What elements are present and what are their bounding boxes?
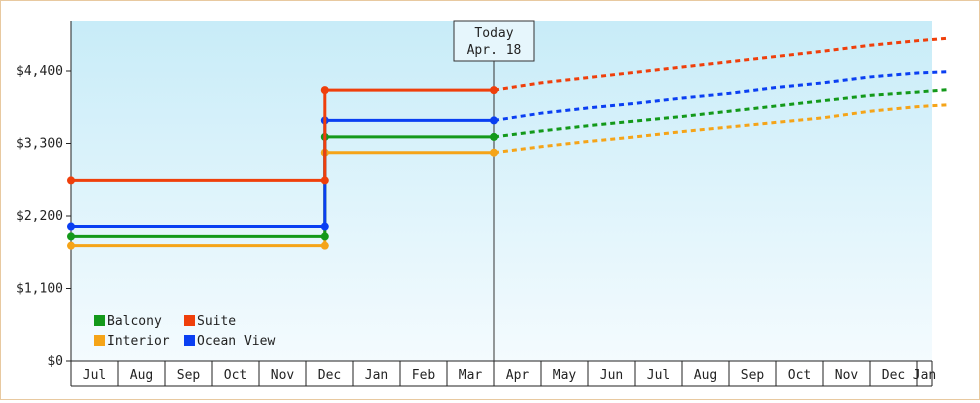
x-tick-label: Jun <box>600 368 623 383</box>
legend-swatch-ocean-view <box>184 335 195 346</box>
x-tick-label: Dec <box>882 368 905 383</box>
legend-label-interior: Interior <box>107 334 170 349</box>
y-tick-label: $1,100 <box>16 282 63 297</box>
legend-swatch-balcony <box>94 315 105 326</box>
x-tick-label: Nov <box>835 368 859 383</box>
x-tick-label: May <box>553 368 577 383</box>
x-tick-label: Jul <box>83 368 106 383</box>
x-tick-label: Nov <box>271 368 295 383</box>
x-tick-label: Sep <box>741 368 765 383</box>
series-forecast-line-balcony <box>493 87 951 139</box>
data-point-balcony <box>320 232 329 241</box>
x-tick-label: Oct <box>788 368 811 383</box>
data-point-suite <box>320 86 329 95</box>
x-tick-label: Jan <box>365 368 388 383</box>
x-tick-label: Aug <box>130 368 153 383</box>
series-line-suite <box>71 88 494 182</box>
plot-area <box>71 21 932 361</box>
x-tick-label: Sep <box>177 368 201 383</box>
data-point-interior <box>67 241 75 250</box>
today-label-box <box>453 20 535 62</box>
x-tick-label: Jan <box>913 368 936 383</box>
y-tick-label: $0 <box>47 354 63 369</box>
y-tick-label: $3,300 <box>16 137 63 152</box>
data-point-balcony <box>490 132 498 141</box>
data-point-ocean-view <box>67 222 75 231</box>
data-point-suite <box>67 176 75 185</box>
data-point-suite <box>320 176 329 185</box>
x-tick-label: Mar <box>459 368 483 383</box>
data-point-suite <box>490 86 498 95</box>
legend-label-ocean-view: Ocean View <box>197 334 275 349</box>
series-forecast-line-interior <box>493 103 950 155</box>
x-tick-label: Oct <box>224 368 247 383</box>
data-point-balcony <box>67 232 75 241</box>
x-tick-label: Feb <box>412 368 436 383</box>
x-tick-label: Apr <box>506 368 530 383</box>
x-tick-label: Jul <box>647 368 670 383</box>
today-date-label: Apr. 18 <box>467 43 522 58</box>
series-layer <box>67 36 951 250</box>
y-tick-label: $4,400 <box>16 64 63 79</box>
legend-swatch-suite <box>184 315 195 326</box>
legend-label-balcony: Balcony <box>107 314 162 329</box>
legend: Balcony Suite Interior Ocean View <box>94 314 275 349</box>
x-axis: Jul Aug Sep Oct Nov Dec Jan Feb Mar Apr May Jun Jul A… <box>70 360 936 387</box>
data-point-interior <box>320 241 329 250</box>
data-point-interior <box>490 148 498 157</box>
legend-label-suite: Suite <box>197 314 236 329</box>
data-point-ocean-view <box>320 222 329 231</box>
y-axis: $0 $1,100 $2,200 $3,300 $4,400 <box>16 21 72 369</box>
data-point-ocean-view <box>490 116 498 125</box>
today-label: Today <box>474 26 513 41</box>
x-tick-label: Dec <box>318 368 341 383</box>
today-marker: Today Apr. 18 <box>453 20 535 361</box>
series-suite <box>67 36 951 185</box>
y-tick-label: $2,200 <box>16 209 63 224</box>
series-forecast-line-ocean-view <box>493 70 950 122</box>
series-forecast-line-suite <box>493 36 951 92</box>
x-tick-label: Aug <box>694 368 717 383</box>
legend-swatch-interior <box>94 335 105 346</box>
